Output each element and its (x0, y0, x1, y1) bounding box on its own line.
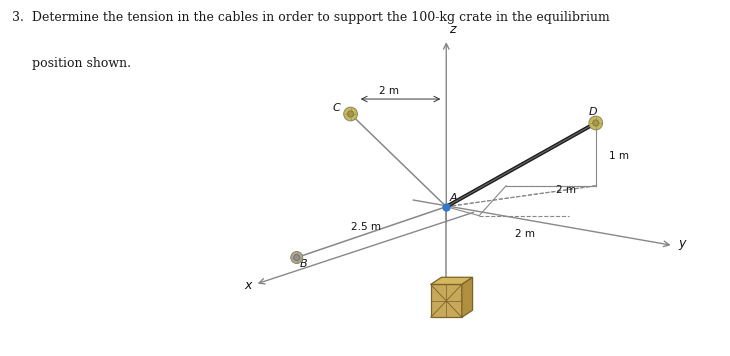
Text: 2 m: 2 m (556, 185, 576, 195)
Circle shape (593, 120, 599, 126)
Circle shape (293, 255, 300, 261)
Text: x: x (245, 279, 252, 292)
Polygon shape (431, 284, 462, 317)
Text: D: D (589, 106, 598, 117)
Polygon shape (462, 277, 472, 317)
Circle shape (589, 116, 603, 130)
Text: C: C (332, 103, 339, 113)
Circle shape (347, 111, 354, 117)
Text: 2 m: 2 m (515, 229, 535, 240)
Text: position shown.: position shown. (12, 57, 131, 70)
Polygon shape (431, 277, 472, 284)
Circle shape (344, 107, 358, 121)
Text: A: A (450, 193, 458, 203)
Text: y: y (678, 237, 685, 250)
Text: B: B (300, 258, 307, 268)
Circle shape (291, 252, 303, 263)
Text: 1 m: 1 m (609, 151, 629, 161)
Text: 3.  Determine the tension in the cables in order to support the 100-kg crate in : 3. Determine the tension in the cables i… (12, 11, 610, 24)
Text: 2.5 m: 2.5 m (350, 222, 380, 232)
Text: z: z (449, 23, 456, 36)
Text: 2 m: 2 m (380, 86, 399, 96)
